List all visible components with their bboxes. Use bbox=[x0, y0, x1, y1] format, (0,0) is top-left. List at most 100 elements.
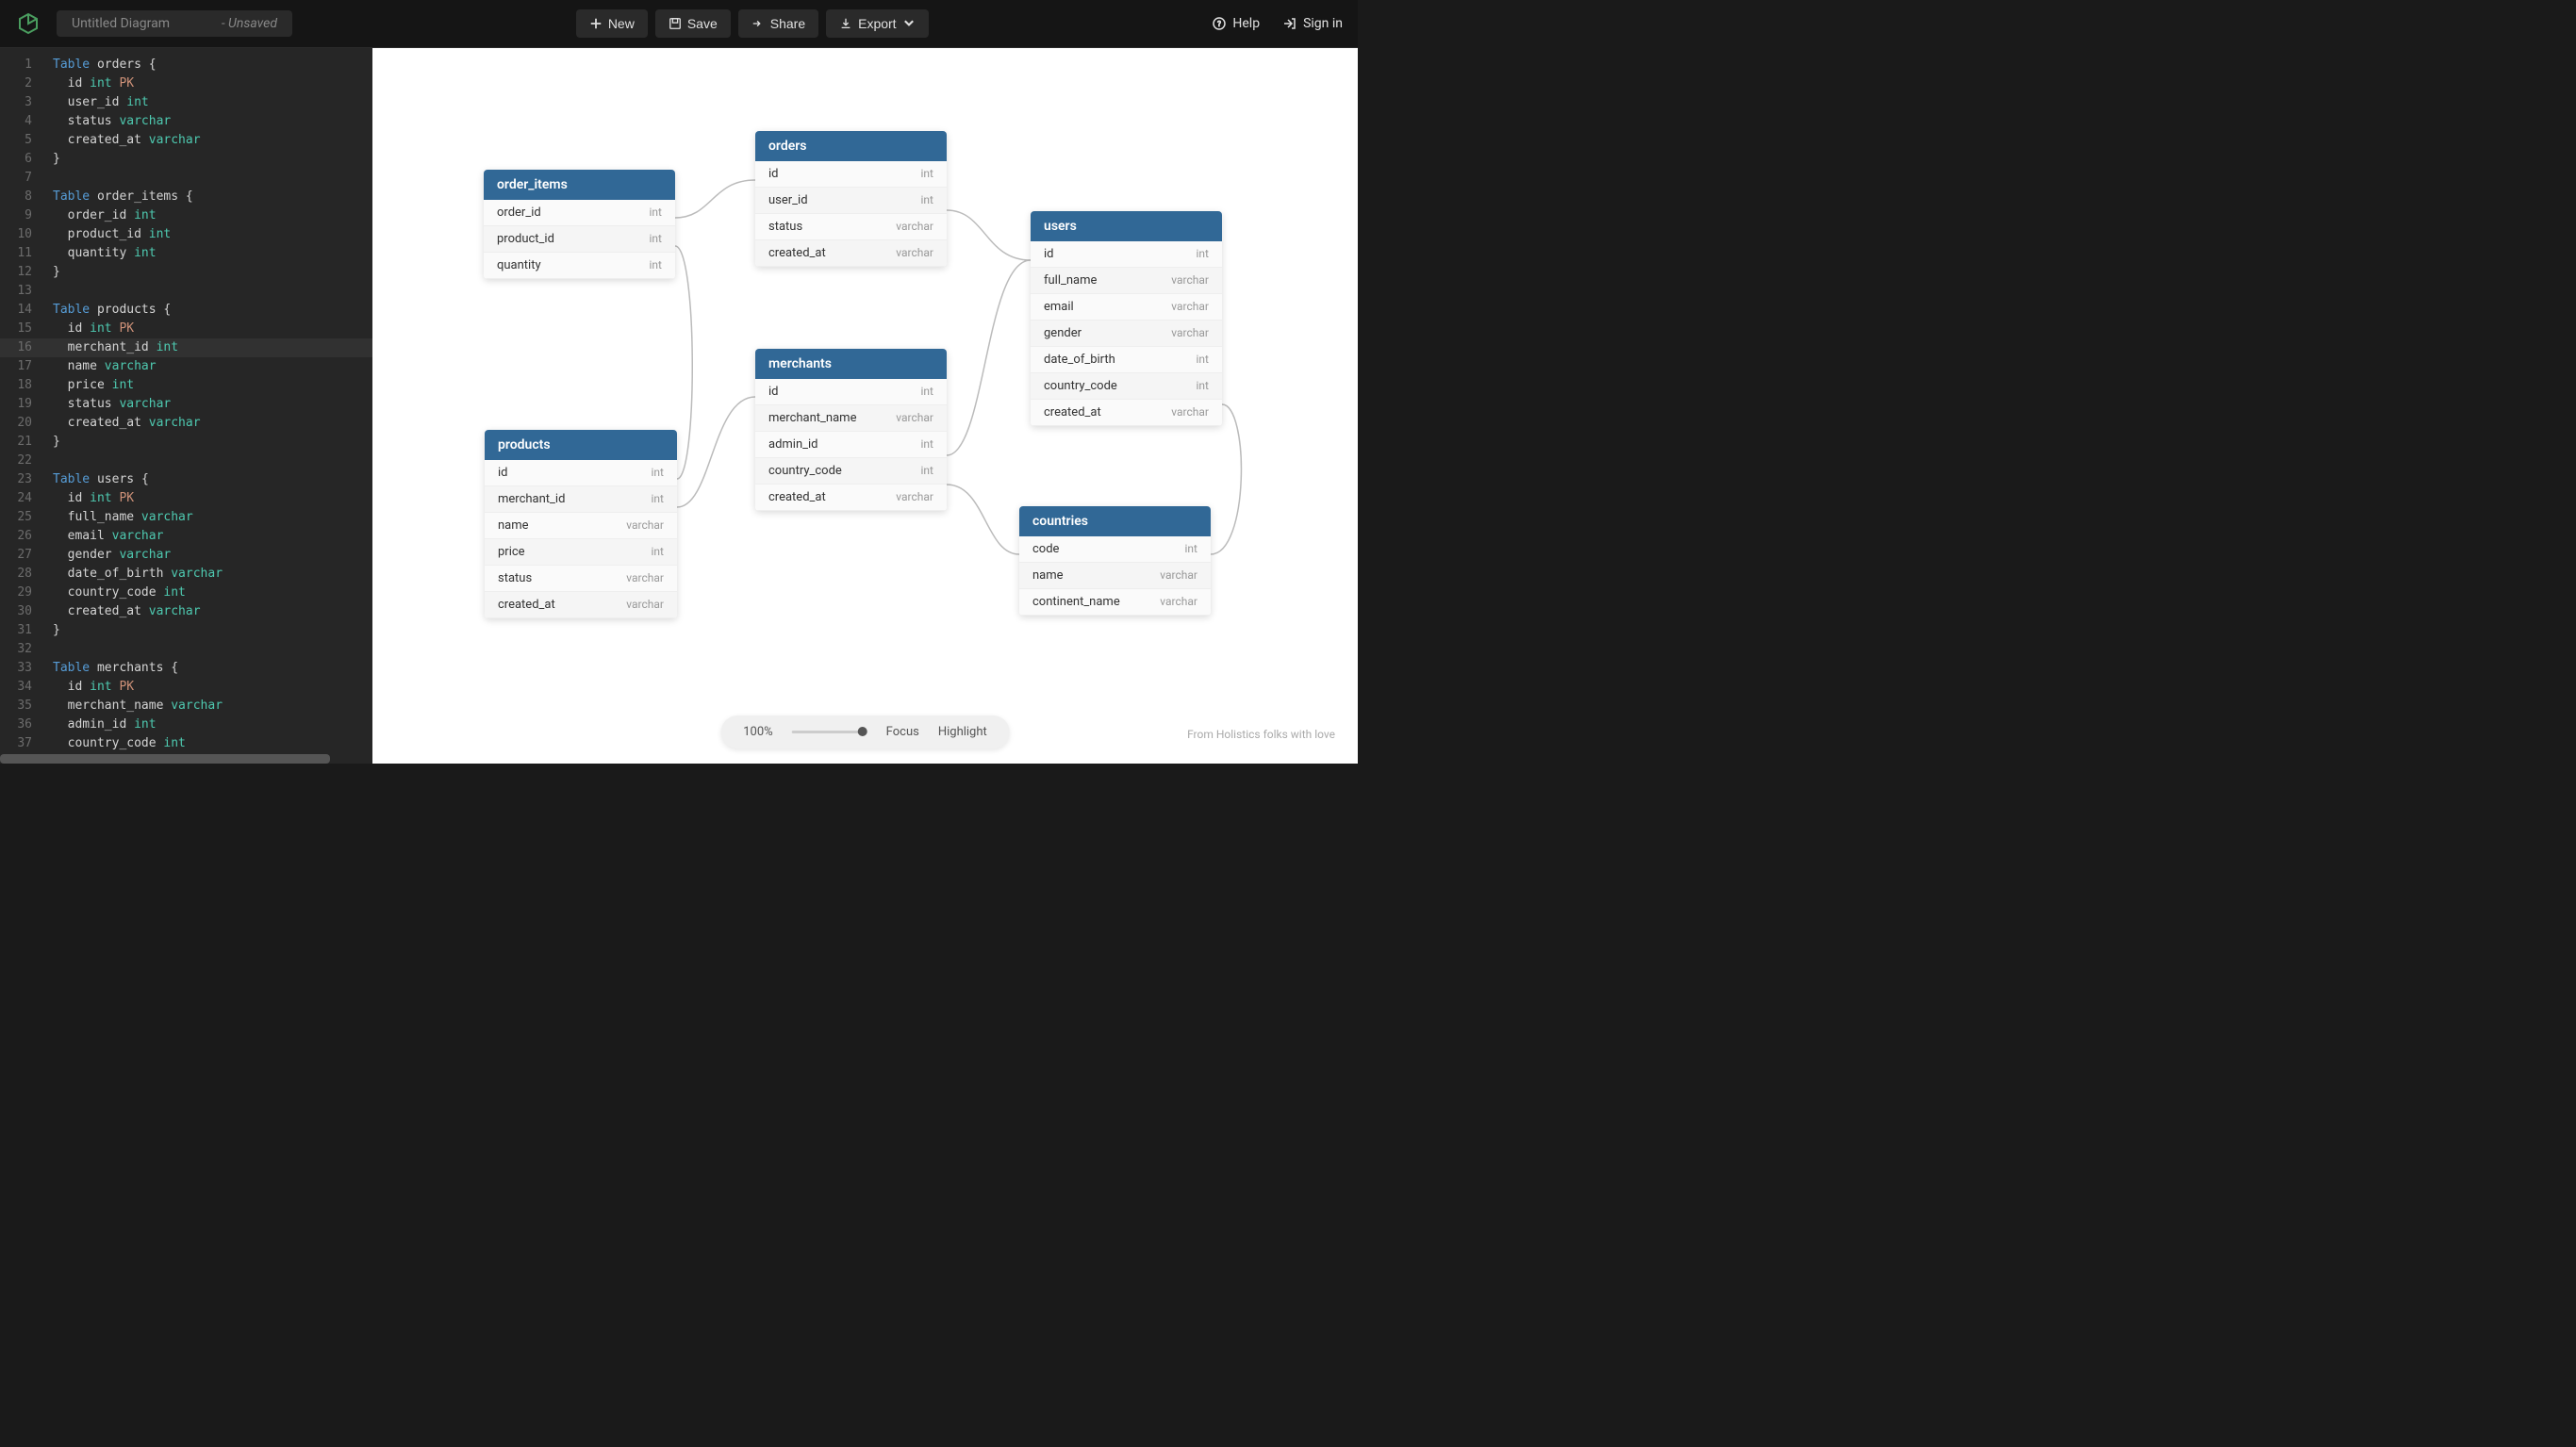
line-number: 10 bbox=[0, 225, 32, 244]
code-line: gender varchar bbox=[53, 546, 223, 565]
field-name: name bbox=[1032, 568, 1064, 583]
highlight-button[interactable]: Highlight bbox=[938, 725, 987, 739]
save-label: Save bbox=[687, 16, 718, 31]
line-number: 2 bbox=[0, 74, 32, 93]
share-button[interactable]: Share bbox=[738, 9, 818, 38]
table-header[interactable]: orders bbox=[755, 131, 947, 161]
horizontal-scrollbar[interactable] bbox=[0, 754, 330, 764]
table-field[interactable]: priceint bbox=[485, 539, 677, 566]
line-number: 15 bbox=[0, 320, 32, 338]
table-order_items[interactable]: order_itemsorder_idintproduct_idintquant… bbox=[484, 170, 675, 279]
table-field[interactable]: namevarchar bbox=[1019, 563, 1211, 589]
table-field[interactable]: gendervarchar bbox=[1031, 321, 1222, 347]
table-field[interactable]: country_codeint bbox=[1031, 373, 1222, 400]
zoom-slider[interactable] bbox=[792, 731, 867, 733]
code-line: created_at varchar bbox=[53, 414, 223, 433]
field-name: created_at bbox=[768, 246, 826, 260]
app-logo[interactable] bbox=[15, 10, 41, 37]
table-header[interactable]: order_items bbox=[484, 170, 675, 200]
share-icon bbox=[751, 17, 765, 30]
table-field[interactable]: continent_namevarchar bbox=[1019, 589, 1211, 616]
table-field[interactable]: quantityint bbox=[484, 253, 675, 279]
table-field[interactable]: date_of_birthint bbox=[1031, 347, 1222, 373]
field-type: varchar bbox=[896, 220, 933, 234]
table-merchants[interactable]: merchantsidint merchant_name varchar admin_… bbox=[755, 349, 947, 511]
zoom-thumb[interactable] bbox=[858, 727, 867, 736]
table-field[interactable]: full_namevarchar bbox=[1031, 268, 1222, 294]
connection-line bbox=[675, 246, 692, 479]
table-countries[interactable]: countriescodeintnamevarcharcontinent_nam… bbox=[1019, 506, 1211, 616]
line-number: 18 bbox=[0, 376, 32, 395]
table-users[interactable]: usersidintfull_namevarcharemailvarcharge… bbox=[1031, 211, 1222, 426]
field-type: int bbox=[652, 466, 664, 480]
line-number: 22 bbox=[0, 452, 32, 470]
table-orders[interactable]: ordersidintuser_idintstatusvarcharcreate… bbox=[755, 131, 947, 267]
table-field[interactable]: created_at varchar bbox=[755, 240, 947, 267]
code-line: product_id int bbox=[53, 225, 223, 244]
code-line: admin_id int bbox=[53, 715, 223, 734]
table-field[interactable]: emailvarchar bbox=[1031, 294, 1222, 321]
table-header[interactable]: users bbox=[1031, 211, 1222, 241]
table-field[interactable]: codeint bbox=[1019, 536, 1211, 563]
table-field[interactable]: country_codeint bbox=[755, 458, 947, 485]
table-field[interactable]: statusvarchar bbox=[755, 214, 947, 240]
field-name: code bbox=[1032, 542, 1059, 556]
table-field[interactable]: created_atvarchar bbox=[755, 485, 947, 511]
table-field[interactable]: order_idint bbox=[484, 200, 675, 226]
app-header: Untitled Diagram - Unsaved New Save Shar… bbox=[0, 0, 1358, 48]
table-products[interactable]: productsidintmerchant_idintnamevarcharpr… bbox=[485, 430, 677, 618]
field-name: country_code bbox=[768, 464, 842, 478]
line-number: 8 bbox=[0, 188, 32, 206]
code-line: merchant_id int bbox=[53, 338, 223, 357]
code-line: } bbox=[53, 150, 223, 169]
line-number: 16 bbox=[0, 338, 32, 357]
table-field[interactable]: idint bbox=[755, 379, 947, 405]
line-number: 28 bbox=[0, 565, 32, 584]
table-field[interactable]: idint bbox=[1031, 241, 1222, 268]
table-field[interactable]: created_atvarchar bbox=[485, 592, 677, 618]
line-number: 32 bbox=[0, 640, 32, 659]
line-number: 1 bbox=[0, 56, 32, 74]
new-button[interactable]: New bbox=[576, 9, 648, 38]
line-number: 19 bbox=[0, 395, 32, 414]
field-name: full_name bbox=[1044, 273, 1097, 288]
export-button[interactable]: Export bbox=[826, 9, 928, 38]
line-number: 4 bbox=[0, 112, 32, 131]
table-field[interactable]: created_atvarchar bbox=[1031, 400, 1222, 426]
file-info[interactable]: Untitled Diagram - Unsaved bbox=[57, 10, 292, 37]
field-type: int bbox=[1197, 353, 1209, 367]
table-field[interactable]: user_idint bbox=[755, 188, 947, 214]
table-field[interactable]: merchant_name varchar bbox=[755, 405, 947, 432]
table-field[interactable]: product_idint bbox=[484, 226, 675, 253]
table-header[interactable]: products bbox=[485, 430, 677, 460]
share-label: Share bbox=[770, 16, 805, 31]
code-line bbox=[53, 452, 223, 470]
signin-link[interactable]: Sign in bbox=[1282, 16, 1343, 31]
help-link[interactable]: ? Help bbox=[1212, 16, 1260, 31]
field-name: quantity bbox=[497, 258, 541, 272]
diagram-canvas[interactable]: 100% Focus Highlight From Holistics folk… bbox=[372, 48, 1358, 764]
table-header[interactable]: merchants bbox=[755, 349, 947, 379]
save-button[interactable]: Save bbox=[655, 9, 731, 38]
focus-button[interactable]: Focus bbox=[886, 725, 919, 739]
chevron-down-icon bbox=[902, 17, 916, 30]
field-type: varchar bbox=[896, 411, 933, 425]
connection-line bbox=[1211, 404, 1241, 554]
table-field[interactable]: admin_idint bbox=[755, 432, 947, 458]
table-field[interactable]: statusvarchar bbox=[485, 566, 677, 592]
table-header[interactable]: countries bbox=[1019, 506, 1211, 536]
table-field[interactable]: namevarchar bbox=[485, 513, 677, 539]
code-editor[interactable]: 1234567891011121314151617181920212223242… bbox=[0, 48, 372, 764]
help-label: Help bbox=[1232, 16, 1260, 31]
line-number: 21 bbox=[0, 433, 32, 452]
field-type: int bbox=[652, 545, 664, 559]
table-field[interactable]: idint bbox=[755, 161, 947, 188]
field-name: merchant_name bbox=[768, 411, 856, 425]
code-line: Table orders { bbox=[53, 56, 223, 74]
field-name: country_code bbox=[1044, 379, 1117, 393]
field-type: int bbox=[921, 193, 933, 207]
line-number: 36 bbox=[0, 715, 32, 734]
table-field[interactable]: merchant_idint bbox=[485, 486, 677, 513]
field-type: varchar bbox=[896, 246, 933, 260]
table-field[interactable]: idint bbox=[485, 460, 677, 486]
